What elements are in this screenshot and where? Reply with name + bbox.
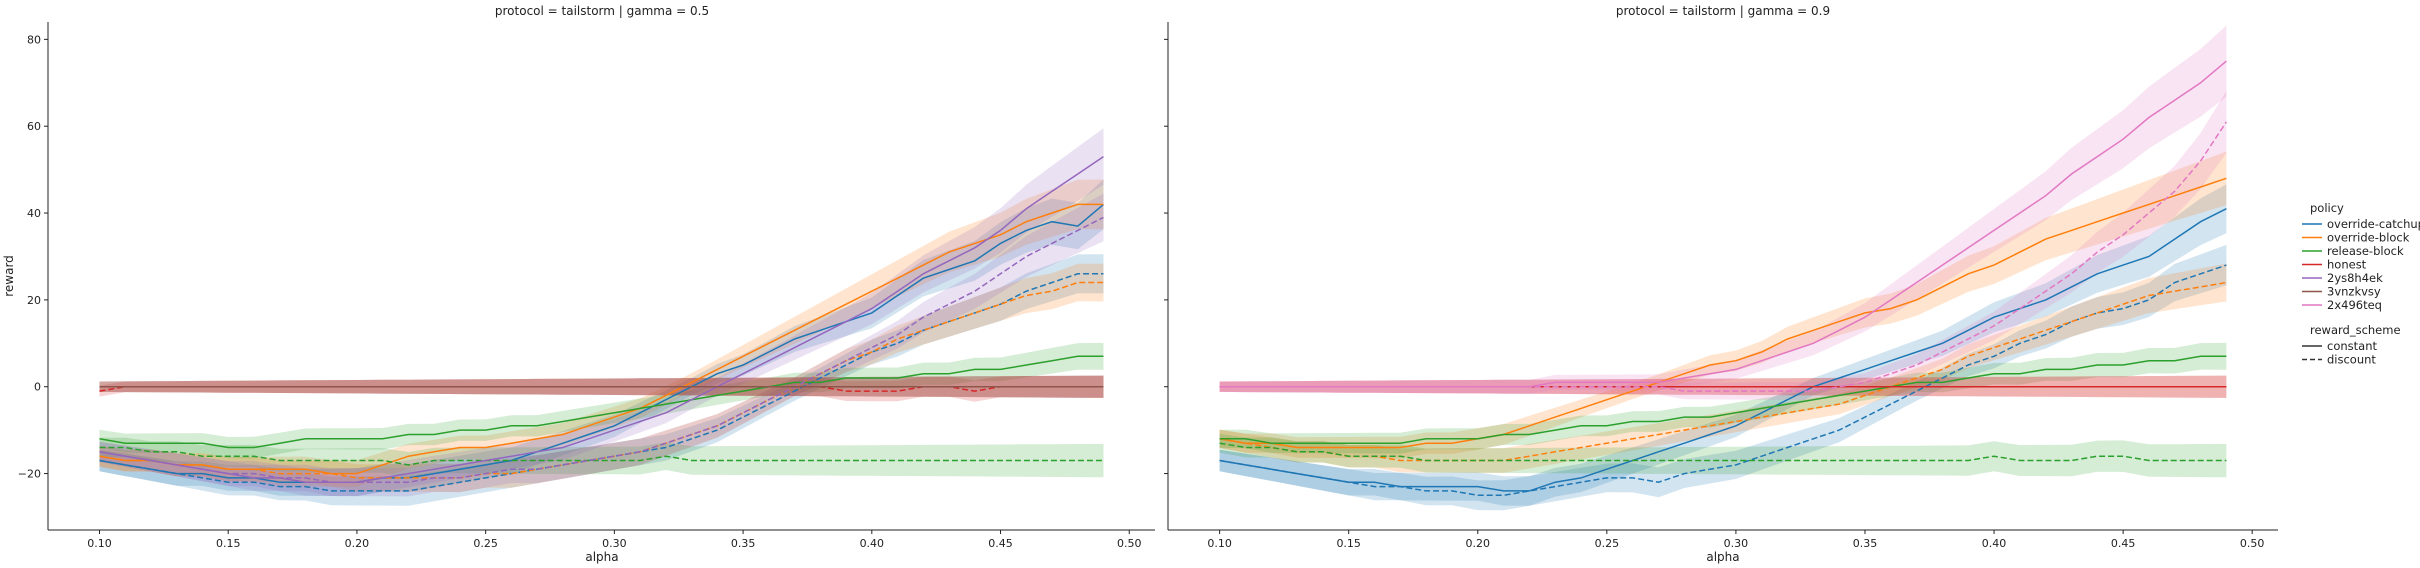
series-group	[1219, 25, 2228, 511]
x-tick-label: 0.25	[473, 537, 498, 550]
x-tick-label: 0.50	[2240, 537, 2265, 550]
series-line-override-catchup-constant	[1219, 208, 2227, 492]
x-axis-label: alpha	[585, 550, 618, 564]
series-line-override-block-constant	[99, 203, 1104, 475]
y-tick-label: 0	[34, 381, 41, 394]
x-axis-label: alpha	[1706, 550, 1739, 564]
ci-band-override-catchup-discount	[99, 254, 1104, 506]
legend-label-override-block: override-block	[2327, 231, 2410, 245]
x-tick-label: 0.40	[1982, 537, 2007, 550]
panel-gamma-0.9: protocol = tailstorm | gamma = 0.9 0.10 0…	[1164, 4, 2278, 564]
series-line-release-block-constant	[99, 355, 1104, 449]
y-axis-label: reward	[2, 255, 16, 297]
legend-label-override-catchup: override-catchup	[2327, 217, 2420, 231]
x-tick-label: 0.25	[1595, 537, 1620, 550]
ci-band-release-block-constant	[1219, 342, 2227, 454]
x-tick-label: 0.45	[2111, 537, 2136, 550]
x-tick-label: 0.30	[1724, 537, 1749, 550]
x-tick-label: 0.40	[860, 537, 885, 550]
x-tick-label: 0.50	[1117, 537, 1142, 550]
ci-band-2ys8h4ek-discount	[99, 193, 1104, 497]
legend-title-reward-scheme: reward_scheme	[2310, 323, 2401, 337]
ci-band-release-block-constant	[99, 342, 1104, 459]
series-line-2x496teq-discount	[1219, 121, 2228, 392]
ci-band-2x496teq-discount	[1219, 90, 2227, 401]
series-line-override-catchup-constant	[99, 203, 1104, 483]
series-line-override-block-discount	[1219, 281, 2227, 462]
y-tick-label: −20	[18, 468, 41, 481]
x-tick-label: 0.35	[1853, 537, 1878, 550]
legend-label-honest: honest	[2327, 258, 2367, 272]
legend-label-constant: constant	[2327, 339, 2377, 353]
x-tick-label: 0.10	[87, 537, 112, 550]
x-tick-label: 0.10	[1207, 537, 1232, 550]
legend-label-discount: discount	[2327, 353, 2376, 367]
panel-title: protocol = tailstorm | gamma = 0.5	[495, 4, 709, 18]
series-line-override-block-constant	[1219, 177, 2227, 449]
panel-title: protocol = tailstorm | gamma = 0.9	[1616, 4, 1830, 18]
x-tick-label: 0.20	[345, 537, 370, 550]
legend-label-2x496teq: 2x496teq	[2327, 298, 2382, 312]
series-line-release-block-discount	[1219, 442, 2227, 462]
series-line-release-block-constant	[1219, 355, 2227, 444]
ci-band-override-catchup-constant	[1219, 184, 2227, 506]
series-line-release-block-discount	[99, 446, 1104, 466]
axes: 0.10 0.15 0.20 0.25 0.30 0.35 0.40 0.45 0.50	[1164, 22, 2278, 550]
series-line-override-catchup-discount	[1219, 264, 2227, 497]
axes: 0.10 0.15 0.20 0.25 0.30 0.35 0.40 0.45 0.50 −20 0…	[18, 22, 1155, 550]
ci-band-override-catchup-discount	[1219, 244, 2227, 511]
legend-policy-entries: override-catchupoverride-blockrelease-bl…	[2302, 217, 2420, 312]
legend-label-2ys8h4ek: 2ys8h4ek	[2327, 271, 2383, 285]
x-tick-label: 0.15	[216, 537, 241, 550]
x-tick-label: 0.20	[1466, 537, 1491, 550]
legend-label-release-block: release-block	[2327, 244, 2404, 258]
panel-gamma-0.5: protocol = tailstorm | gamma = 0.5 0.10 0…	[2, 4, 1155, 564]
y-tick-label: 80	[27, 33, 41, 46]
x-tick-label: 0.15	[1336, 537, 1361, 550]
y-tick-label: 40	[27, 207, 41, 220]
y-tick-label: 20	[27, 294, 41, 307]
ci-band-honest-discount	[99, 375, 1104, 402]
ci-band-release-block-discount	[1219, 433, 2227, 478]
x-tick-label: 0.35	[731, 537, 756, 550]
series-line-2ys8h4ek-constant	[99, 155, 1104, 483]
legend-label-3vnzkvsy: 3vnzkvsy	[2327, 285, 2381, 299]
legend-title-policy: policy	[2310, 201, 2344, 215]
series-group	[99, 128, 1104, 506]
x-tick-label: 0.45	[988, 537, 1013, 550]
x-tick-label: 0.30	[602, 537, 627, 550]
series-line-2ys8h4ek-discount	[99, 216, 1104, 483]
y-tick-label: 60	[27, 120, 41, 133]
ci-band-2ys8h4ek-constant	[99, 128, 1104, 497]
legend: policy override-catchupoverride-blockrel…	[2302, 201, 2420, 367]
